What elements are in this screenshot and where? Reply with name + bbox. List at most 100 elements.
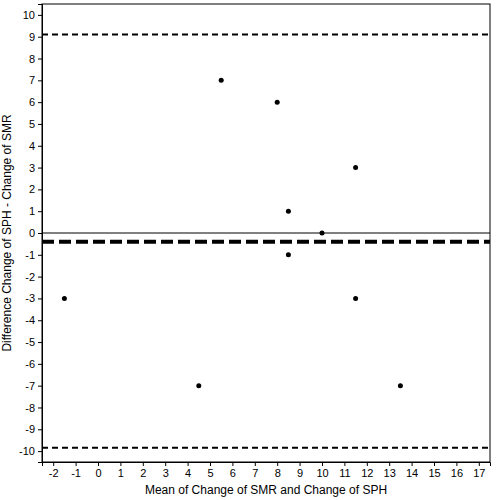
y-tick-mark <box>38 102 42 103</box>
x-tick-mark <box>277 462 278 466</box>
y-tick-label: 4 <box>29 140 35 152</box>
y-tick: 8 <box>29 53 42 65</box>
y-tick-label: 6 <box>29 96 35 108</box>
x-tick-mark <box>255 462 256 466</box>
x-tick-label: 1 <box>118 467 124 479</box>
y-tick: 10 <box>23 9 42 21</box>
y-tick-mark <box>38 233 42 234</box>
x-tick: 15 <box>428 462 440 479</box>
y-tick: -1 <box>25 249 42 261</box>
y-tick-mark <box>38 298 42 299</box>
x-tick-mark <box>165 462 166 466</box>
y-tick-label: 5 <box>29 118 35 130</box>
y-tick: -5 <box>25 336 42 348</box>
y-tick: -9 <box>25 423 42 435</box>
y-tick-label: -9 <box>25 423 35 435</box>
x-tick-label: 7 <box>252 467 258 479</box>
y-tick-label: 2 <box>29 183 35 195</box>
x-tick-label: 12 <box>361 467 373 479</box>
x-tick-mark <box>300 462 301 466</box>
x-tick-label: 17 <box>473 467 485 479</box>
point <box>353 165 358 170</box>
x-tick-mark <box>479 462 480 466</box>
point <box>286 209 291 214</box>
point <box>286 252 291 257</box>
y-tick: -2 <box>25 271 42 283</box>
x-tick-mark <box>210 462 211 466</box>
x-tick-mark <box>434 462 435 466</box>
zero-line <box>42 233 490 234</box>
x-tick: 13 <box>384 462 396 479</box>
x-axis-title: Mean of Change of SMR and Change of SPH <box>145 483 387 497</box>
x-tick-label: -1 <box>71 467 81 479</box>
y-tick: -3 <box>25 292 42 304</box>
y-tick: 5 <box>29 118 42 130</box>
y-axis-title: Difference Change of SPH - Change of SMR <box>0 114 14 352</box>
point <box>398 383 403 388</box>
y-tick-label: -8 <box>25 401 35 413</box>
x-tick-mark <box>53 462 54 466</box>
marks <box>42 35 490 448</box>
x-tick-label: 14 <box>406 467 418 479</box>
x-tick: 11 <box>339 462 350 479</box>
y-tick-mark <box>38 15 42 16</box>
y-tick: 0 <box>29 227 42 239</box>
x-tick-label: 15 <box>428 467 440 479</box>
y-tick-mark <box>38 168 42 169</box>
y-tick-label: 9 <box>29 31 35 43</box>
x-tick-mark <box>344 462 345 466</box>
x-axis-line <box>43 463 491 467</box>
x-axis: -2-101234567891011121314151617 <box>43 462 491 479</box>
x-tick-label: 9 <box>297 467 303 479</box>
y-tick-mark <box>38 386 42 387</box>
y-tick: 4 <box>29 140 42 152</box>
x-tick: 5 <box>207 462 213 479</box>
y-tick: -6 <box>25 358 42 370</box>
x-tick: 2 <box>140 462 146 479</box>
y-tick-mark <box>38 429 42 430</box>
y-tick-mark <box>38 80 42 81</box>
y-tick: -4 <box>25 314 42 326</box>
x-tick: 17 <box>473 462 485 479</box>
x-tick-label: 5 <box>207 467 213 479</box>
x-tick: 10 <box>316 462 328 479</box>
y-tick-label: -4 <box>25 314 35 326</box>
y-tick-mark <box>38 211 42 212</box>
x-tick: 14 <box>406 462 418 479</box>
y-tick: -8 <box>25 401 42 413</box>
y-tick-label: -3 <box>25 292 35 304</box>
plot-frame <box>42 4 490 462</box>
point <box>320 231 325 236</box>
mean-difference-line <box>42 240 490 244</box>
plot: -2-101234567891011121314151617-10-9-8-7-… <box>19 4 490 479</box>
x-tick: 8 <box>275 462 281 479</box>
y-tick-mark <box>38 451 42 452</box>
x-tick: 7 <box>252 462 258 479</box>
lower-limit-line <box>42 447 490 449</box>
x-tick: 1 <box>118 462 124 479</box>
y-tick-label: -2 <box>25 271 35 283</box>
y-tick-mark <box>38 37 42 38</box>
point <box>275 100 280 105</box>
x-tick: 3 <box>163 462 169 479</box>
x-tick-mark <box>367 462 368 466</box>
point <box>196 383 201 388</box>
x-tick-label: 0 <box>95 467 101 479</box>
x-tick-label: -2 <box>49 467 59 479</box>
x-tick-label: 13 <box>384 467 396 479</box>
y-tick-mark <box>38 59 42 60</box>
x-tick: 12 <box>361 462 373 479</box>
y-tick-mark <box>38 255 42 256</box>
x-tick-label: 3 <box>163 467 169 479</box>
y-tick-mark <box>38 364 42 365</box>
y-tick-label: -1 <box>25 249 35 261</box>
y-tick-label: -5 <box>25 336 35 348</box>
y-tick: 7 <box>29 74 42 86</box>
x-tick-label: 11 <box>339 467 350 479</box>
x-tick-mark <box>322 462 323 466</box>
x-tick-mark <box>232 462 233 466</box>
y-tick-mark <box>38 146 42 147</box>
y-tick-label: 8 <box>29 53 35 65</box>
chart: -2-101234567891011121314151617-10-9-8-7-… <box>0 0 498 500</box>
x-tick-label: 16 <box>451 467 463 479</box>
